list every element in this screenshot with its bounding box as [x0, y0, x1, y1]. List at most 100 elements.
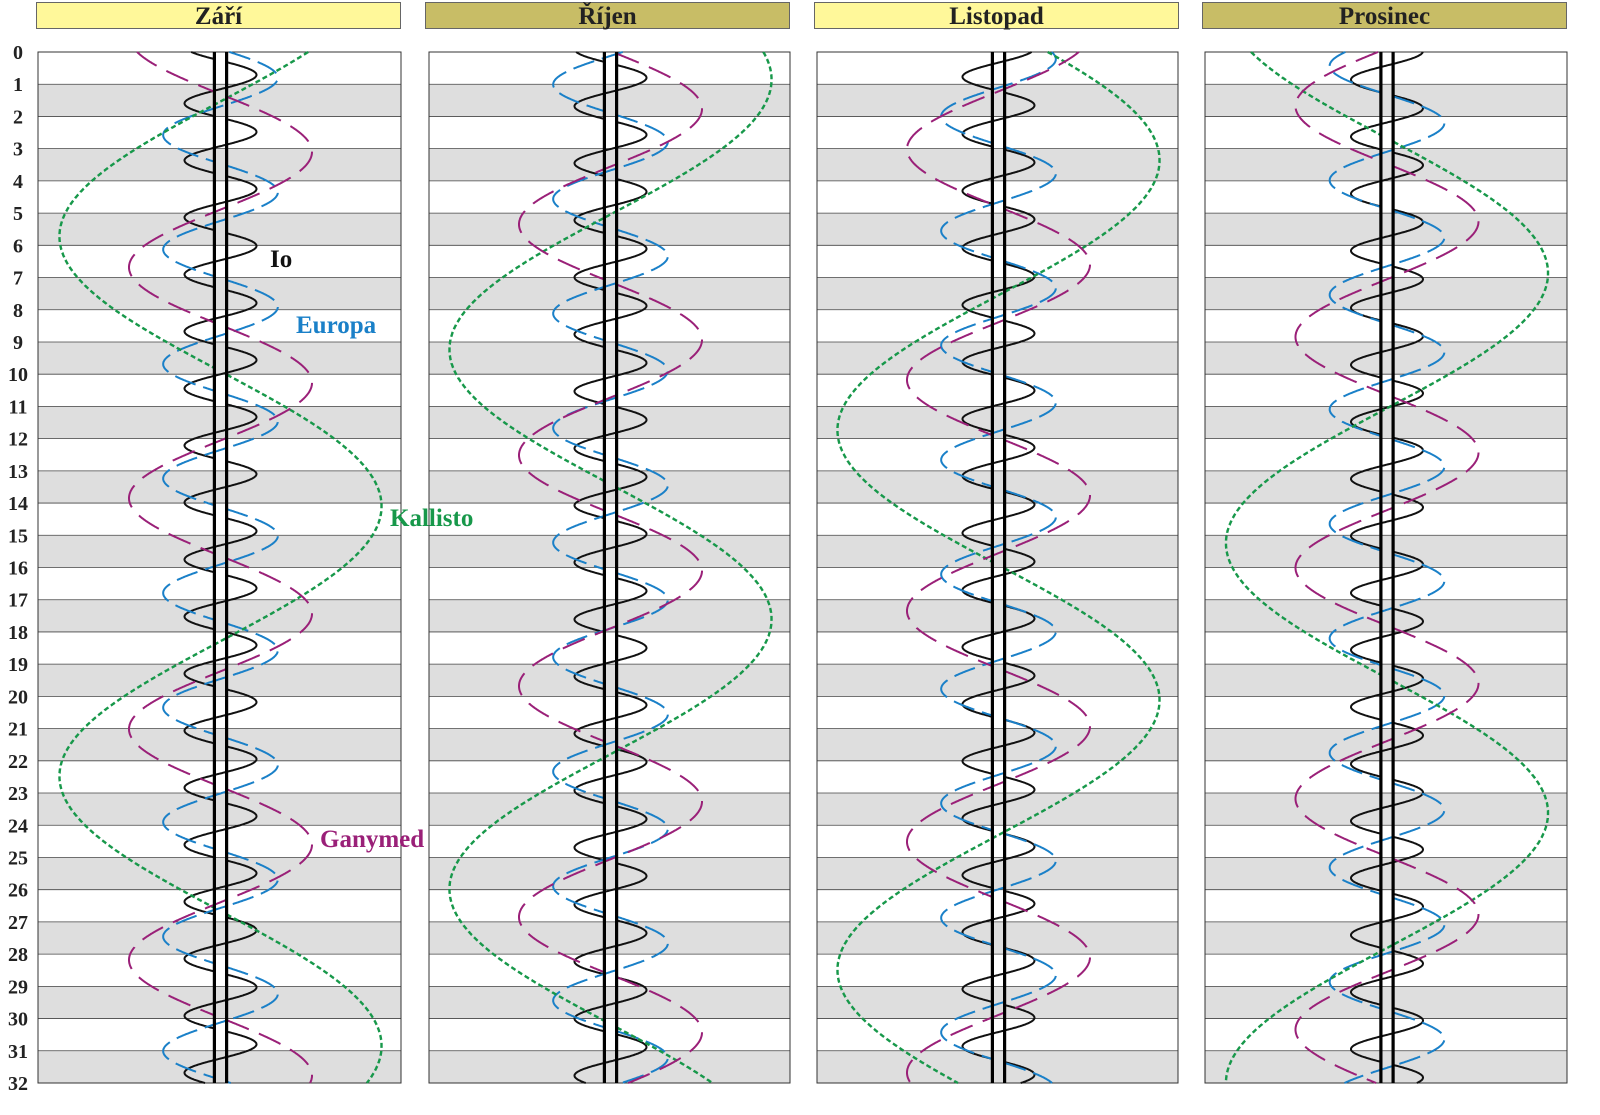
day-band [817, 857, 1178, 890]
y-tick-label: 29 [8, 976, 28, 998]
day-band [1205, 631, 1567, 665]
day-band [429, 921, 790, 955]
y-tick-label: 25 [8, 847, 28, 869]
day-band [429, 470, 790, 504]
day-band [429, 631, 790, 665]
day-band [1205, 986, 1567, 1019]
day-band [817, 309, 1178, 342]
day-band [429, 793, 790, 826]
y-tick-label: 1 [13, 74, 23, 96]
day-band [38, 374, 401, 407]
day-band [817, 599, 1178, 632]
day-band [38, 760, 401, 794]
day-band [1205, 567, 1567, 600]
day-band [1205, 309, 1567, 342]
panel-0 [37, 50, 402, 1084]
day-band [429, 406, 790, 439]
y-tick-label: 30 [8, 1009, 28, 1031]
day-band [429, 825, 790, 858]
day-band [38, 793, 401, 826]
day-band [38, 213, 401, 246]
day-band [1205, 374, 1567, 407]
day-band [817, 52, 1178, 85]
panel-frame [428, 51, 791, 1084]
y-tick-label: 16 [8, 558, 28, 580]
day-band [817, 341, 1178, 375]
y-tick-label: 15 [8, 525, 28, 547]
day-band [429, 503, 790, 536]
y-tick-label: 31 [8, 1041, 28, 1063]
day-band [429, 277, 790, 310]
y-tick-label: 11 [9, 396, 28, 418]
day-band [1205, 825, 1567, 858]
day-band [429, 213, 790, 246]
day-band [429, 341, 790, 375]
day-band [38, 921, 401, 955]
day-band [817, 921, 1178, 955]
y-tick-label: 28 [8, 944, 28, 966]
day-band [1205, 84, 1567, 117]
y-tick-label: 22 [8, 751, 28, 773]
day-band [1205, 213, 1567, 246]
month-header-1: Říjen [425, 2, 790, 30]
day-band [429, 889, 790, 922]
panel-3 [1204, 51, 1568, 1084]
day-band [38, 535, 401, 568]
month-header-0: Září [36, 2, 401, 30]
day-band [817, 1018, 1178, 1051]
day-band [38, 406, 401, 439]
day-band [1205, 664, 1567, 697]
day-band [1205, 180, 1567, 214]
day-band [38, 1018, 401, 1051]
day-band [817, 470, 1178, 504]
series-ganymed-panel-3 [1294, 51, 1480, 1084]
day-band [38, 889, 401, 922]
day-band [38, 277, 401, 310]
day-band [38, 954, 401, 987]
day-band [38, 1050, 401, 1083]
y-tick-label: 32 [8, 1073, 28, 1095]
y-tick-label: 24 [8, 815, 28, 837]
day-band [429, 1018, 790, 1051]
day-band [817, 438, 1178, 471]
y-tick-label: 0 [13, 42, 23, 64]
day-band [1205, 535, 1567, 568]
series-europa-panel-3 [1328, 51, 1446, 1084]
day-band [1205, 921, 1567, 955]
y-tick-label: 17 [8, 590, 28, 612]
day-band [817, 535, 1178, 568]
day-band [817, 245, 1178, 278]
day-band [38, 503, 401, 536]
y-tick-label: 13 [8, 461, 28, 483]
day-band [429, 954, 790, 987]
y-tick-label: 10 [8, 364, 28, 386]
y-tick-label: 18 [8, 622, 28, 644]
label-io: Io [270, 246, 293, 273]
day-band [1205, 116, 1567, 149]
day-band [817, 760, 1178, 794]
day-band [817, 148, 1178, 181]
day-band [429, 1050, 790, 1083]
day-band [817, 180, 1178, 214]
day-band [1205, 599, 1567, 632]
day-band [1205, 696, 1567, 729]
y-tick-label: 12 [8, 429, 28, 451]
series-io-panel-1 [573, 51, 648, 1084]
day-band [38, 728, 401, 761]
day-band [429, 52, 790, 85]
day-band [817, 889, 1178, 922]
day-band [429, 245, 790, 278]
y-tick-label: 6 [13, 235, 23, 257]
day-band [429, 857, 790, 890]
day-band [429, 180, 790, 214]
y-tick-label: 4 [13, 171, 23, 193]
day-band [38, 696, 401, 729]
day-band [38, 567, 401, 600]
day-band [1205, 503, 1567, 536]
day-band [1205, 760, 1567, 794]
day-band [1205, 470, 1567, 504]
y-tick-label: 3 [13, 139, 23, 161]
day-band [1205, 438, 1567, 471]
month-header-2: Listopad [814, 2, 1179, 30]
day-band [817, 84, 1178, 117]
